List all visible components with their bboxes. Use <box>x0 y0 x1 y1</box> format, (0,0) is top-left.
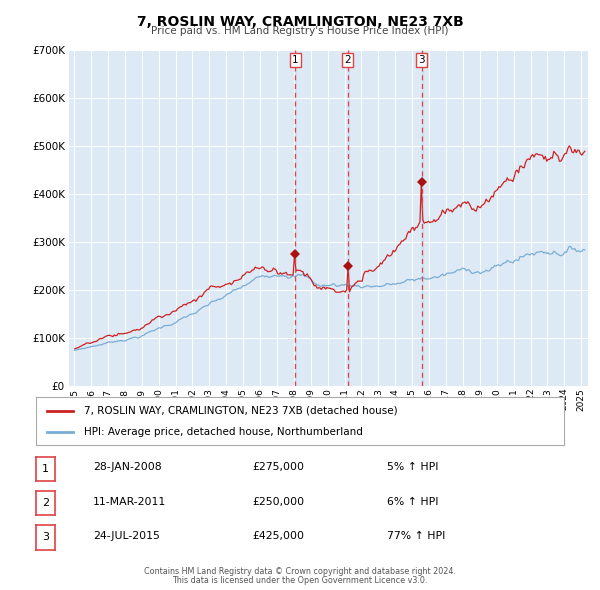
Text: 28-JAN-2008: 28-JAN-2008 <box>93 463 161 473</box>
Text: £425,000: £425,000 <box>252 531 304 541</box>
Text: 3: 3 <box>418 55 425 65</box>
Text: 3: 3 <box>42 532 49 542</box>
Text: 11-MAR-2011: 11-MAR-2011 <box>93 497 166 507</box>
Text: 2: 2 <box>344 55 351 65</box>
Text: 7, ROSLIN WAY, CRAMLINGTON, NE23 7XB (detached house): 7, ROSLIN WAY, CRAMLINGTON, NE23 7XB (de… <box>83 405 397 415</box>
Text: 1: 1 <box>292 55 298 65</box>
Text: £250,000: £250,000 <box>252 497 304 507</box>
Text: 24-JUL-2015: 24-JUL-2015 <box>93 531 160 541</box>
Text: 2: 2 <box>42 498 49 508</box>
Text: This data is licensed under the Open Government Licence v3.0.: This data is licensed under the Open Gov… <box>172 576 428 585</box>
Text: 1: 1 <box>42 464 49 474</box>
Text: 7, ROSLIN WAY, CRAMLINGTON, NE23 7XB: 7, ROSLIN WAY, CRAMLINGTON, NE23 7XB <box>137 15 463 29</box>
Text: HPI: Average price, detached house, Northumberland: HPI: Average price, detached house, Nort… <box>83 427 362 437</box>
Text: Contains HM Land Registry data © Crown copyright and database right 2024.: Contains HM Land Registry data © Crown c… <box>144 568 456 576</box>
Text: Price paid vs. HM Land Registry's House Price Index (HPI): Price paid vs. HM Land Registry's House … <box>151 26 449 36</box>
Text: 6% ↑ HPI: 6% ↑ HPI <box>387 497 439 507</box>
Bar <box>295 50 296 386</box>
Bar <box>348 50 349 386</box>
Text: 5% ↑ HPI: 5% ↑ HPI <box>387 463 439 473</box>
Bar <box>422 50 423 386</box>
Text: 77% ↑ HPI: 77% ↑ HPI <box>387 531 445 541</box>
Text: £275,000: £275,000 <box>252 463 304 473</box>
